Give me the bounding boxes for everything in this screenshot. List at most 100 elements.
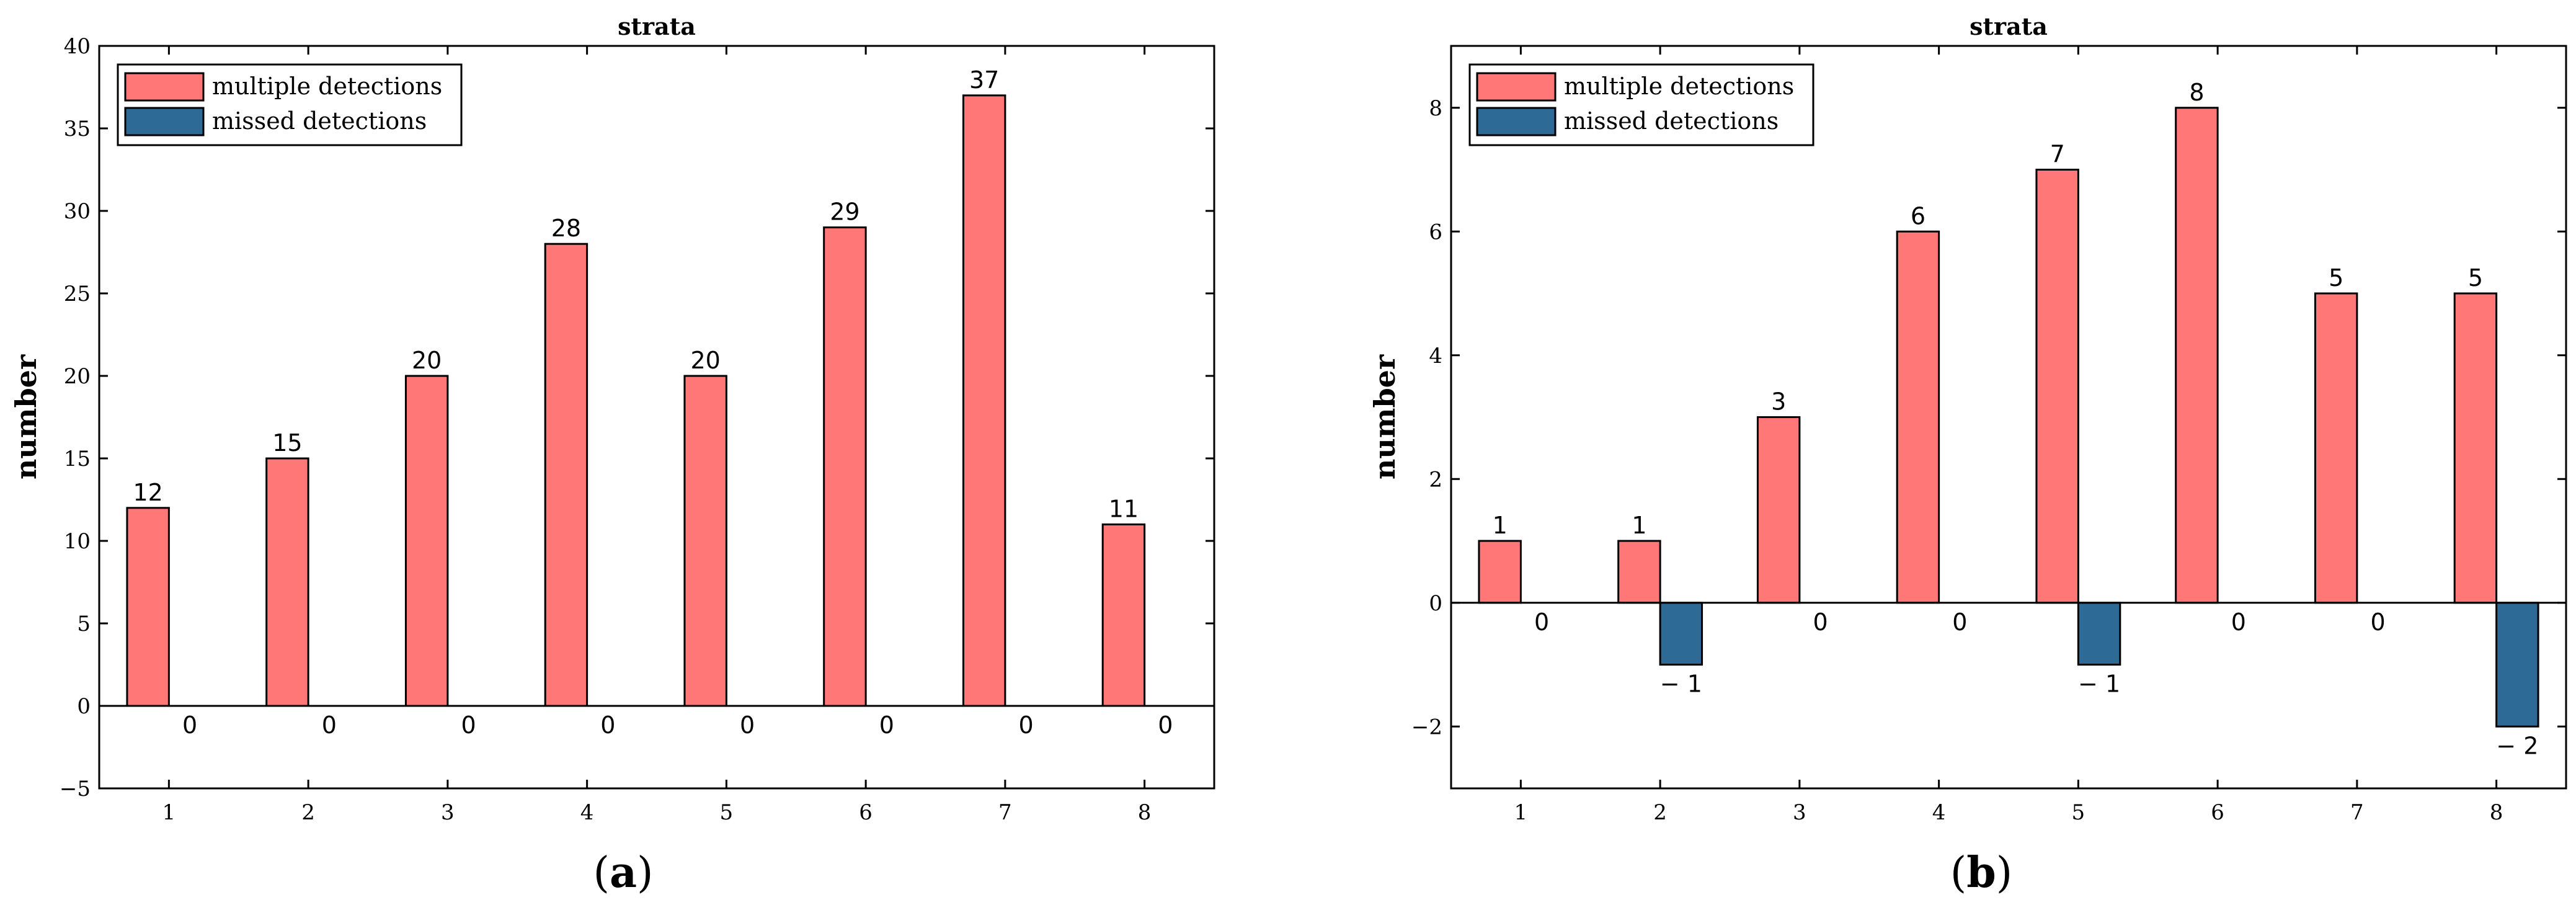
x-tick-label: 5 [720, 800, 734, 825]
y-tick-label: 5 [77, 612, 91, 636]
bar-multiple-detections [2453, 292, 2498, 604]
data-label-missed: − 1 [2078, 671, 2120, 698]
legend-swatch-missed [1476, 107, 1557, 136]
data-label-missed: 0 [182, 711, 197, 739]
data-label-missed: 0 [2370, 609, 2385, 636]
y-tick-label: 40 [64, 34, 91, 59]
data-label-missed: 0 [461, 711, 476, 739]
y-tick-label: 0 [1429, 591, 1442, 616]
x-tick-label: 2 [301, 800, 315, 825]
bar-multiple-detections [544, 243, 588, 707]
y-tick-label: 4 [1429, 344, 1442, 368]
legend-swatch-multiple [124, 72, 205, 102]
data-label-missed: 0 [1952, 609, 1967, 636]
bar-multiple-detections [2175, 107, 2219, 604]
data-label-missed: 0 [1158, 711, 1173, 739]
data-label-multiple: 6 [1911, 202, 1925, 230]
y-tick-label: 15 [64, 447, 91, 471]
data-label-multiple: 1 [1493, 512, 1508, 539]
bar-multiple-detections [683, 375, 727, 707]
bar-multiple-detections [1478, 540, 1522, 604]
x-tick-label: 6 [2211, 800, 2224, 825]
y-tick-label: 6 [1429, 220, 1442, 244]
legend-swatch-multiple [1476, 72, 1557, 102]
panel-caption: (a) [593, 848, 653, 898]
data-label-missed: − 1 [1660, 671, 1702, 698]
bar-multiple-detections [404, 375, 449, 707]
bar-multiple-detections [265, 457, 309, 707]
y-tick-label: 10 [64, 529, 91, 554]
y-tick-label: 35 [64, 117, 91, 141]
y-tick-label: −5 [60, 777, 91, 801]
y-axis-label: number [1368, 354, 1401, 479]
data-label-multiple: 5 [2468, 264, 2483, 292]
bar-missed-detections [1659, 602, 1703, 666]
x-tick-label: 8 [1138, 800, 1152, 825]
plot-frame [1450, 45, 2567, 790]
x-tick-label: 3 [1793, 800, 1806, 825]
data-label-multiple: 11 [1109, 495, 1139, 522]
x-tick-label: 6 [859, 800, 873, 825]
legend-swatch-missed [124, 107, 205, 136]
data-label-missed: 0 [322, 711, 337, 739]
bar-multiple-detections [2314, 292, 2358, 604]
plot-frame [98, 45, 1215, 790]
y-tick-label: 25 [64, 282, 91, 306]
x-tick-label: 7 [998, 800, 1012, 825]
x-tick-label: 2 [1653, 800, 1667, 825]
legend-label-multiple: multiple detections [212, 73, 442, 100]
data-label-missed: 0 [1534, 609, 1549, 636]
chart-title: strata [1970, 12, 2048, 40]
chart-title: strata [618, 12, 696, 40]
data-label-multiple: 20 [412, 347, 442, 374]
chart-panel-b: −2 0 2 4 6 8 1 2 3 4 5 6 7 8 1 1 3 6 7 8 5 5 0 − 1 0 0 − 1 0 0 − 2 str… [1368, 12, 2567, 898]
y-tick-label: 2 [1429, 467, 1442, 492]
bar-multiple-detections [2035, 169, 2079, 604]
bar-missed-detections [2077, 602, 2121, 666]
data-label-multiple: 5 [2329, 264, 2343, 292]
x-tick-label: 4 [1932, 800, 1946, 825]
data-label-missed: 0 [2231, 609, 2246, 636]
bar-multiple-detections [1756, 416, 1801, 604]
data-label-multiple: 29 [830, 198, 859, 226]
x-tick-label: 3 [441, 800, 455, 825]
y-tick-label: 20 [64, 364, 91, 389]
data-label-missed: − 2 [2496, 732, 2538, 759]
y-tick-label: 8 [1429, 96, 1442, 121]
bar-missed-detections [2495, 602, 2539, 728]
x-tick-label: 1 [1514, 800, 1528, 825]
data-label-missed: 0 [1018, 711, 1033, 739]
data-label-multiple: 37 [969, 66, 999, 94]
legend-label-missed: missed detections [212, 107, 427, 135]
data-label-missed: 0 [879, 711, 894, 739]
panel-caption: (b) [1950, 848, 2013, 898]
x-tick-label: 5 [2072, 800, 2085, 825]
data-label-multiple: 8 [2189, 79, 2204, 106]
data-label-missed: 0 [1813, 609, 1828, 636]
data-label-multiple: 3 [1771, 388, 1786, 416]
x-tick-label: 8 [2490, 800, 2503, 825]
bar-multiple-detections [823, 226, 867, 707]
y-tick-label: −2 [1411, 715, 1442, 739]
bar-multiple-detections [126, 507, 170, 707]
y-axis-label: number [9, 354, 43, 479]
y-tick-label: 30 [64, 199, 91, 224]
data-label-missed: 0 [740, 711, 755, 739]
x-tick-label: 1 [162, 800, 176, 825]
data-label-missed: 0 [600, 711, 615, 739]
x-tick-label: 7 [2350, 800, 2364, 825]
bar-multiple-detections [1101, 523, 1146, 707]
y-tick-label: 0 [77, 694, 91, 719]
bar-multiple-detections [1617, 540, 1661, 604]
data-label-multiple: 28 [551, 215, 581, 242]
data-label-multiple: 15 [272, 429, 302, 457]
bar-multiple-detections [962, 94, 1006, 707]
legend-label-multiple: multiple detections [1564, 73, 1794, 100]
legend-label-missed: missed detections [1564, 107, 1779, 135]
bar-multiple-detections [1896, 230, 1940, 604]
data-label-multiple: 12 [133, 479, 162, 506]
data-label-multiple: 20 [690, 347, 720, 374]
data-label-multiple: 1 [1632, 512, 1646, 539]
